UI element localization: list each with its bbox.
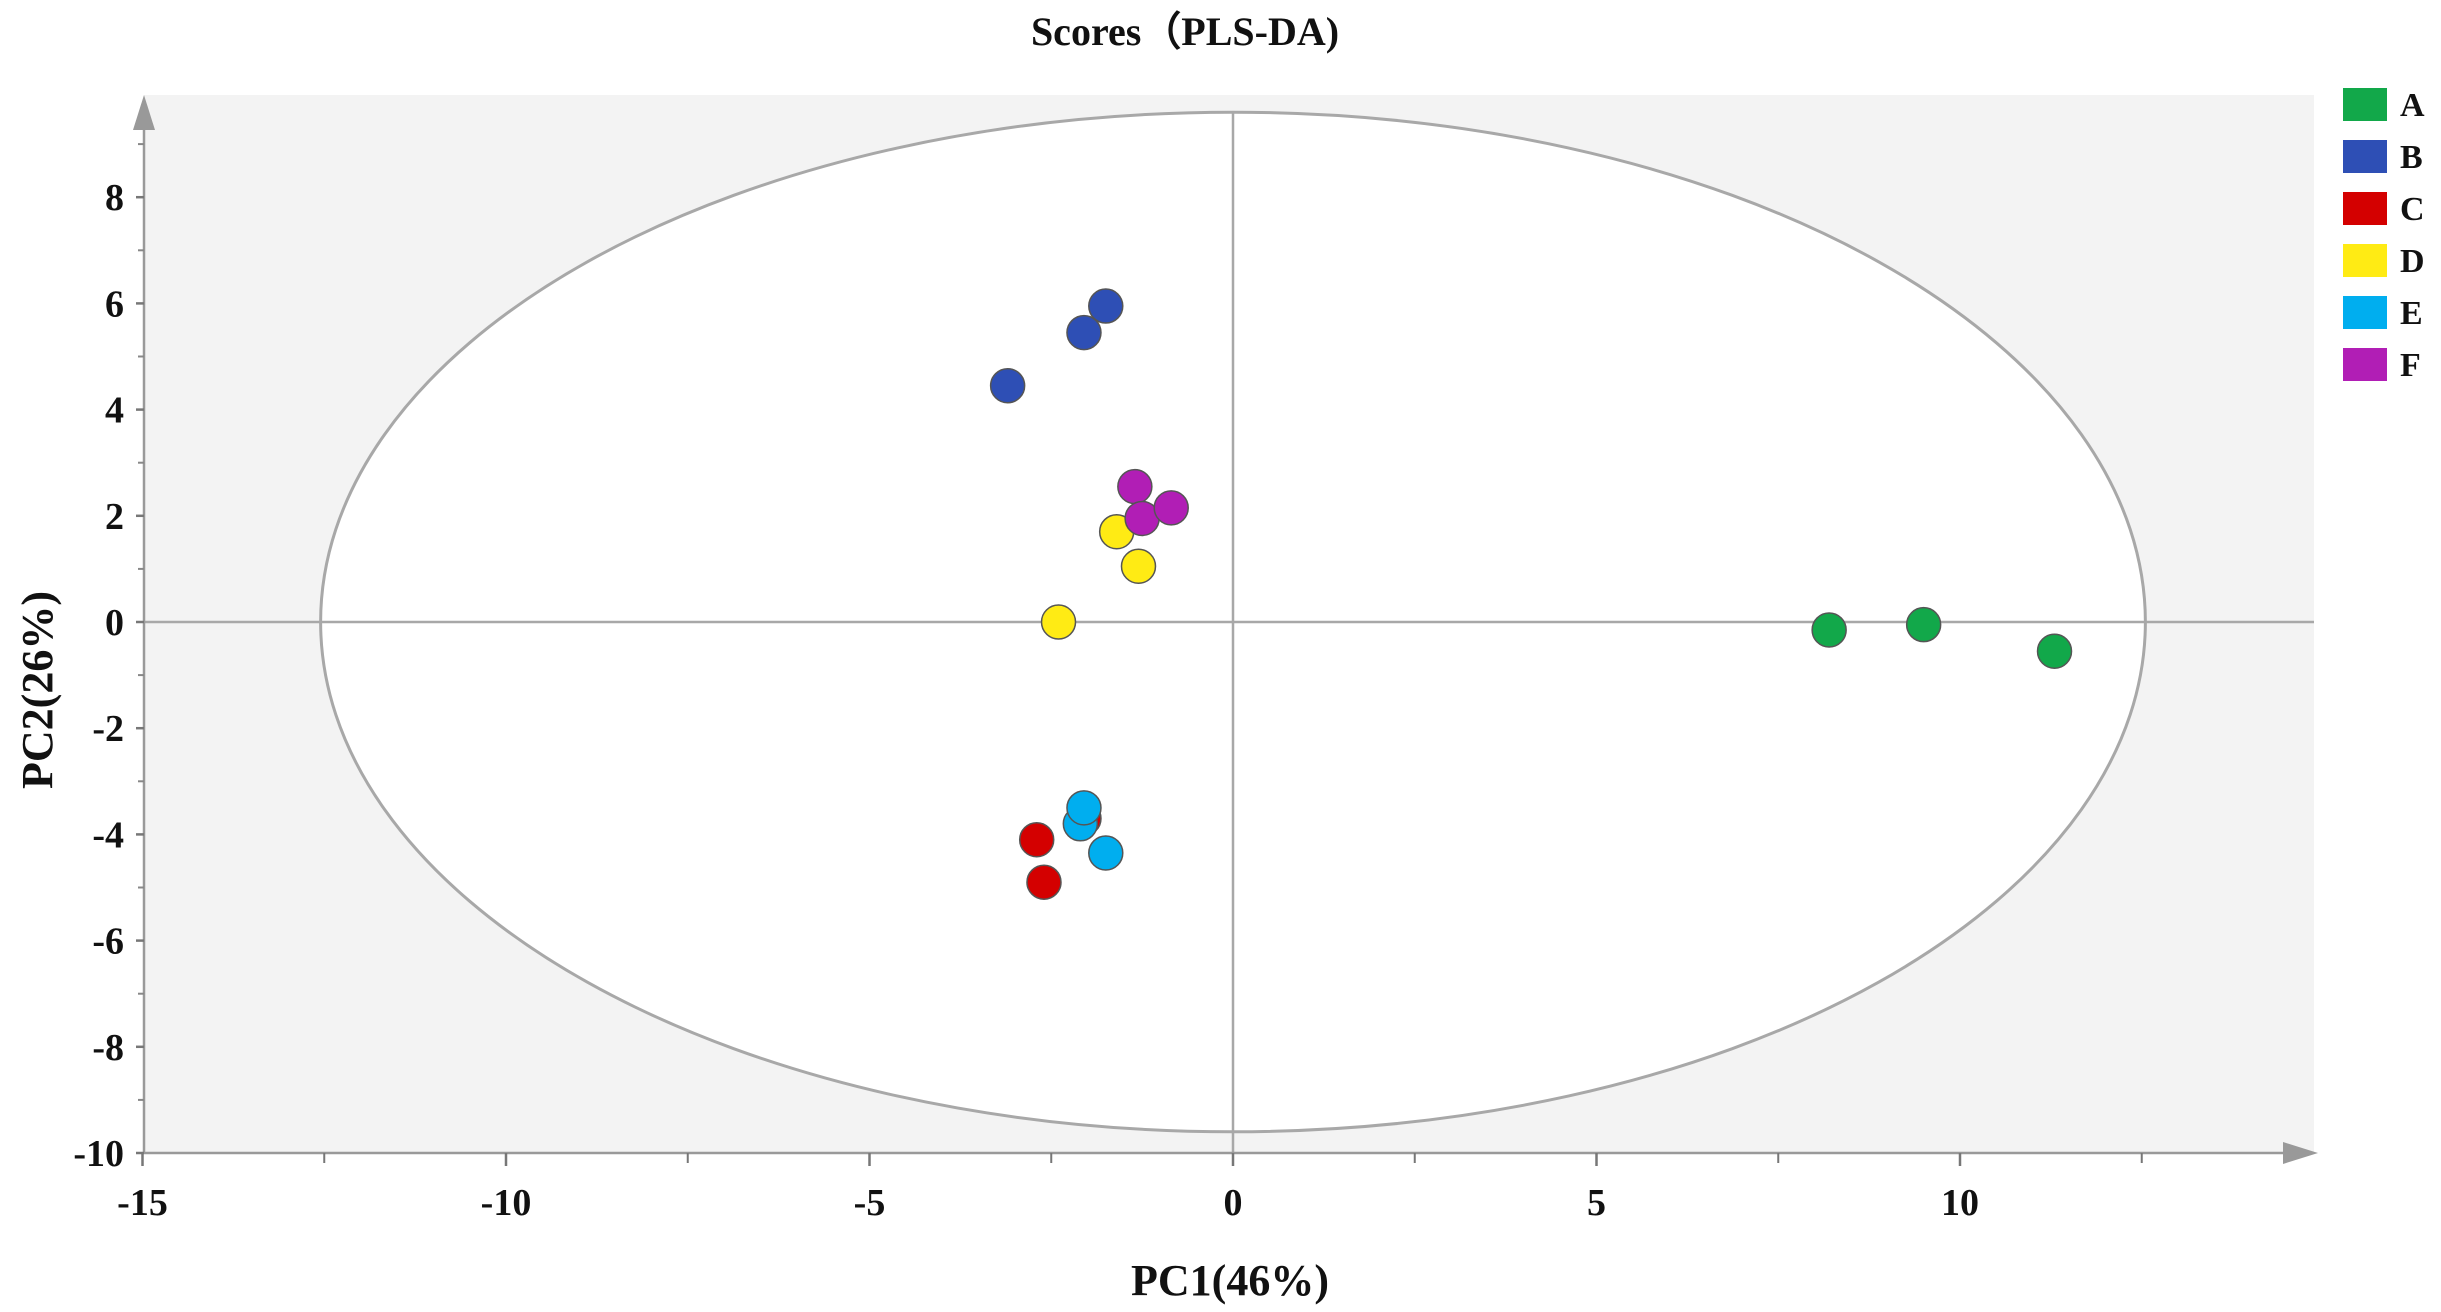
- y-tick-label: -6: [92, 921, 124, 963]
- x-tick-label: 5: [1587, 1182, 1606, 1224]
- legend-swatch-e: [2343, 296, 2387, 329]
- y-tick-label: -10: [73, 1133, 124, 1175]
- legend-swatch-b: [2343, 140, 2387, 173]
- point-a: [2036, 633, 2073, 669]
- x-axis-label: PC1(46%): [1131, 1256, 1329, 1305]
- legend-label-b: B: [2400, 139, 2423, 176]
- x-tick-label: -10: [481, 1182, 532, 1224]
- legend-swatch-d: [2343, 244, 2387, 277]
- x-tick-label: 0: [1224, 1182, 1243, 1224]
- legend-label-e: E: [2400, 295, 2423, 332]
- legend-swatch-a: [2343, 88, 2387, 121]
- x-tick-label: -15: [117, 1182, 168, 1224]
- point-a: [1811, 612, 1847, 648]
- y-tick-label: 4: [105, 390, 124, 432]
- point-b: [989, 367, 1026, 404]
- chart-title: Scores（PLS-DA): [1031, 9, 1339, 54]
- x-tick-label: 10: [1941, 1182, 1979, 1224]
- legend-label-c: C: [2400, 191, 2425, 228]
- point-c: [1026, 864, 1062, 900]
- point-b: [1088, 288, 1124, 324]
- point-e: [1088, 835, 1124, 871]
- point-a: [1905, 606, 1942, 643]
- legend-swatch-c: [2343, 192, 2387, 225]
- x-axis-ticks: -15 -10 -5 0 5 10: [117, 1153, 2143, 1224]
- data-points: [989, 288, 2073, 900]
- point-f: [1117, 468, 1153, 505]
- point-f: [1153, 490, 1189, 526]
- x-tick-label: -5: [854, 1182, 886, 1224]
- point-b: [1066, 314, 1102, 351]
- y-tick-label: 8: [105, 177, 124, 219]
- y-tick-label: 2: [105, 496, 124, 538]
- y-axis-label: PC2(26%): [13, 591, 62, 789]
- x-axis-arrow: [2283, 1142, 2318, 1164]
- y-tick-label: 0: [105, 602, 124, 644]
- y-tick-label: 6: [105, 283, 124, 325]
- point-c: [1018, 821, 1055, 858]
- y-axis-ticks: 8 6 4 2 0 -2 -4 -6 -8 -10: [73, 143, 144, 1175]
- legend-label-a: A: [2400, 87, 2425, 124]
- point-e: [1066, 790, 1102, 826]
- y-tick-label: -8: [92, 1027, 124, 1069]
- legend-label-d: D: [2400, 243, 2425, 280]
- point-d: [1040, 604, 1077, 640]
- y-tick-label: -2: [92, 708, 124, 750]
- point-d: [1120, 548, 1157, 584]
- legend-label-f: F: [2400, 347, 2421, 384]
- y-axis-arrow: [133, 95, 155, 130]
- legend-swatch-f: [2343, 348, 2387, 381]
- y-tick-label: -4: [92, 814, 124, 856]
